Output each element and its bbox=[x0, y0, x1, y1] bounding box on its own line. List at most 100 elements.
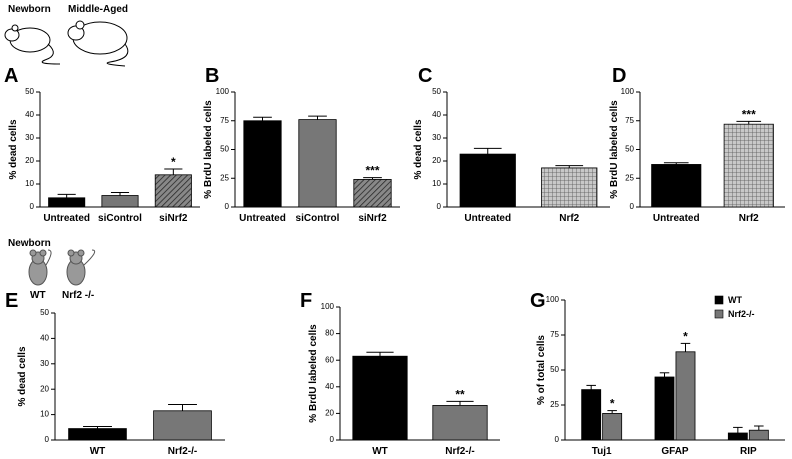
panel-letter: C bbox=[418, 65, 432, 87]
y-tick-label: 0 bbox=[330, 435, 335, 444]
y-tick-label: 75 bbox=[625, 116, 634, 125]
panel-letter: E bbox=[5, 290, 18, 312]
y-axis-label: % dead cells bbox=[17, 346, 28, 406]
x-tick-label: WT bbox=[372, 446, 388, 457]
y-tick-label: 25 bbox=[220, 173, 229, 182]
y-tick-label: 40 bbox=[325, 382, 334, 391]
x-tick-label: siNrf2 bbox=[159, 213, 188, 224]
y-tick-label: 10 bbox=[25, 179, 34, 188]
bar bbox=[153, 410, 212, 441]
x-tick-label: RIP bbox=[740, 446, 757, 457]
y-tick-label: 50 bbox=[220, 145, 229, 154]
significance: * bbox=[610, 397, 615, 411]
x-tick-label: siControl bbox=[98, 213, 142, 224]
legend-label: Nrf2-/- bbox=[728, 309, 755, 319]
bar bbox=[432, 405, 488, 441]
y-tick-label: 25 bbox=[625, 173, 634, 182]
y-tick-label: 30 bbox=[25, 133, 34, 142]
y-tick-label: 0 bbox=[30, 202, 35, 211]
bar bbox=[68, 428, 127, 441]
legend-swatch bbox=[714, 295, 724, 305]
x-tick-label: Untreated bbox=[43, 213, 90, 224]
figure-label: Nrf2 -/- bbox=[62, 290, 94, 301]
x-tick-label: Nrf2 bbox=[739, 213, 759, 224]
x-tick-label: Nrf2-/- bbox=[168, 446, 197, 457]
bar bbox=[541, 167, 598, 208]
bar bbox=[602, 412, 623, 441]
bar bbox=[459, 153, 516, 208]
y-tick-label: 10 bbox=[432, 179, 441, 188]
y-tick-label: 10 bbox=[40, 410, 49, 419]
y-tick-label: 20 bbox=[325, 409, 334, 418]
bar bbox=[48, 197, 86, 208]
panel-letter: A bbox=[4, 65, 18, 87]
y-axis-label: % of total cells bbox=[536, 335, 547, 405]
y-axis-label: % dead cells bbox=[413, 119, 424, 179]
y-tick-label: 30 bbox=[432, 133, 441, 142]
bar bbox=[581, 389, 602, 441]
bar bbox=[651, 164, 702, 208]
x-tick-label: siNrf2 bbox=[358, 213, 387, 224]
bar bbox=[243, 120, 282, 208]
significance: *** bbox=[742, 107, 756, 121]
mouse-icon bbox=[28, 249, 96, 286]
bar bbox=[723, 123, 774, 208]
y-tick-label: 75 bbox=[220, 116, 229, 125]
y-tick-label: 60 bbox=[325, 355, 334, 364]
y-tick-label: 0 bbox=[555, 435, 560, 444]
y-tick-label: 0 bbox=[437, 202, 442, 211]
y-tick-label: 40 bbox=[40, 334, 49, 343]
bar bbox=[353, 178, 392, 208]
x-tick-label: Tuj1 bbox=[592, 446, 612, 457]
figure-label: Newborn bbox=[8, 4, 51, 15]
significance: *** bbox=[365, 164, 379, 178]
x-tick-label: Untreated bbox=[653, 213, 700, 224]
y-axis-label: % BrdU labeled cells bbox=[308, 324, 319, 423]
x-tick-label: Untreated bbox=[239, 213, 286, 224]
y-tick-label: 75 bbox=[550, 330, 559, 339]
x-tick-label: GFAP bbox=[661, 446, 689, 457]
mouse-icon bbox=[4, 20, 129, 67]
y-tick-label: 50 bbox=[625, 145, 634, 154]
y-tick-label: 25 bbox=[550, 400, 559, 409]
bar bbox=[727, 432, 748, 441]
y-tick-label: 50 bbox=[40, 308, 49, 317]
x-tick-label: siControl bbox=[296, 213, 340, 224]
y-tick-label: 100 bbox=[621, 87, 635, 96]
y-tick-label: 50 bbox=[432, 87, 441, 96]
bar bbox=[154, 174, 192, 208]
y-tick-label: 0 bbox=[630, 202, 635, 211]
y-tick-label: 100 bbox=[216, 87, 230, 96]
legend-swatch bbox=[714, 309, 724, 319]
significance: * bbox=[171, 155, 176, 169]
bar bbox=[748, 429, 769, 441]
significance: ** bbox=[455, 387, 465, 401]
y-tick-label: 0 bbox=[45, 435, 50, 444]
x-tick-label: WT bbox=[90, 446, 106, 457]
bar bbox=[675, 351, 696, 441]
bar bbox=[298, 119, 337, 208]
y-tick-label: 50 bbox=[25, 87, 34, 96]
y-tick-label: 100 bbox=[321, 302, 335, 311]
y-tick-label: 50 bbox=[550, 365, 559, 374]
y-axis-label: % dead cells bbox=[8, 119, 19, 179]
panel-letter: G bbox=[530, 290, 546, 312]
bar bbox=[654, 376, 675, 441]
bar bbox=[101, 195, 139, 208]
bar bbox=[352, 355, 408, 441]
y-axis-label: % BrdU labeled cells bbox=[203, 100, 214, 199]
figure-label: Middle-Aged bbox=[68, 4, 128, 15]
panel-letter: F bbox=[300, 290, 312, 312]
figure-label: WT bbox=[30, 290, 46, 301]
y-tick-label: 40 bbox=[432, 110, 441, 119]
significance: * bbox=[683, 329, 688, 343]
y-tick-label: 0 bbox=[225, 202, 230, 211]
x-tick-label: Nrf2-/- bbox=[445, 446, 474, 457]
panel-letter: D bbox=[612, 65, 626, 87]
figure-label: Newborn bbox=[8, 238, 51, 249]
legend-label: WT bbox=[728, 295, 742, 305]
y-tick-label: 30 bbox=[40, 359, 49, 368]
y-tick-label: 20 bbox=[25, 156, 34, 165]
y-tick-label: 100 bbox=[546, 295, 560, 304]
